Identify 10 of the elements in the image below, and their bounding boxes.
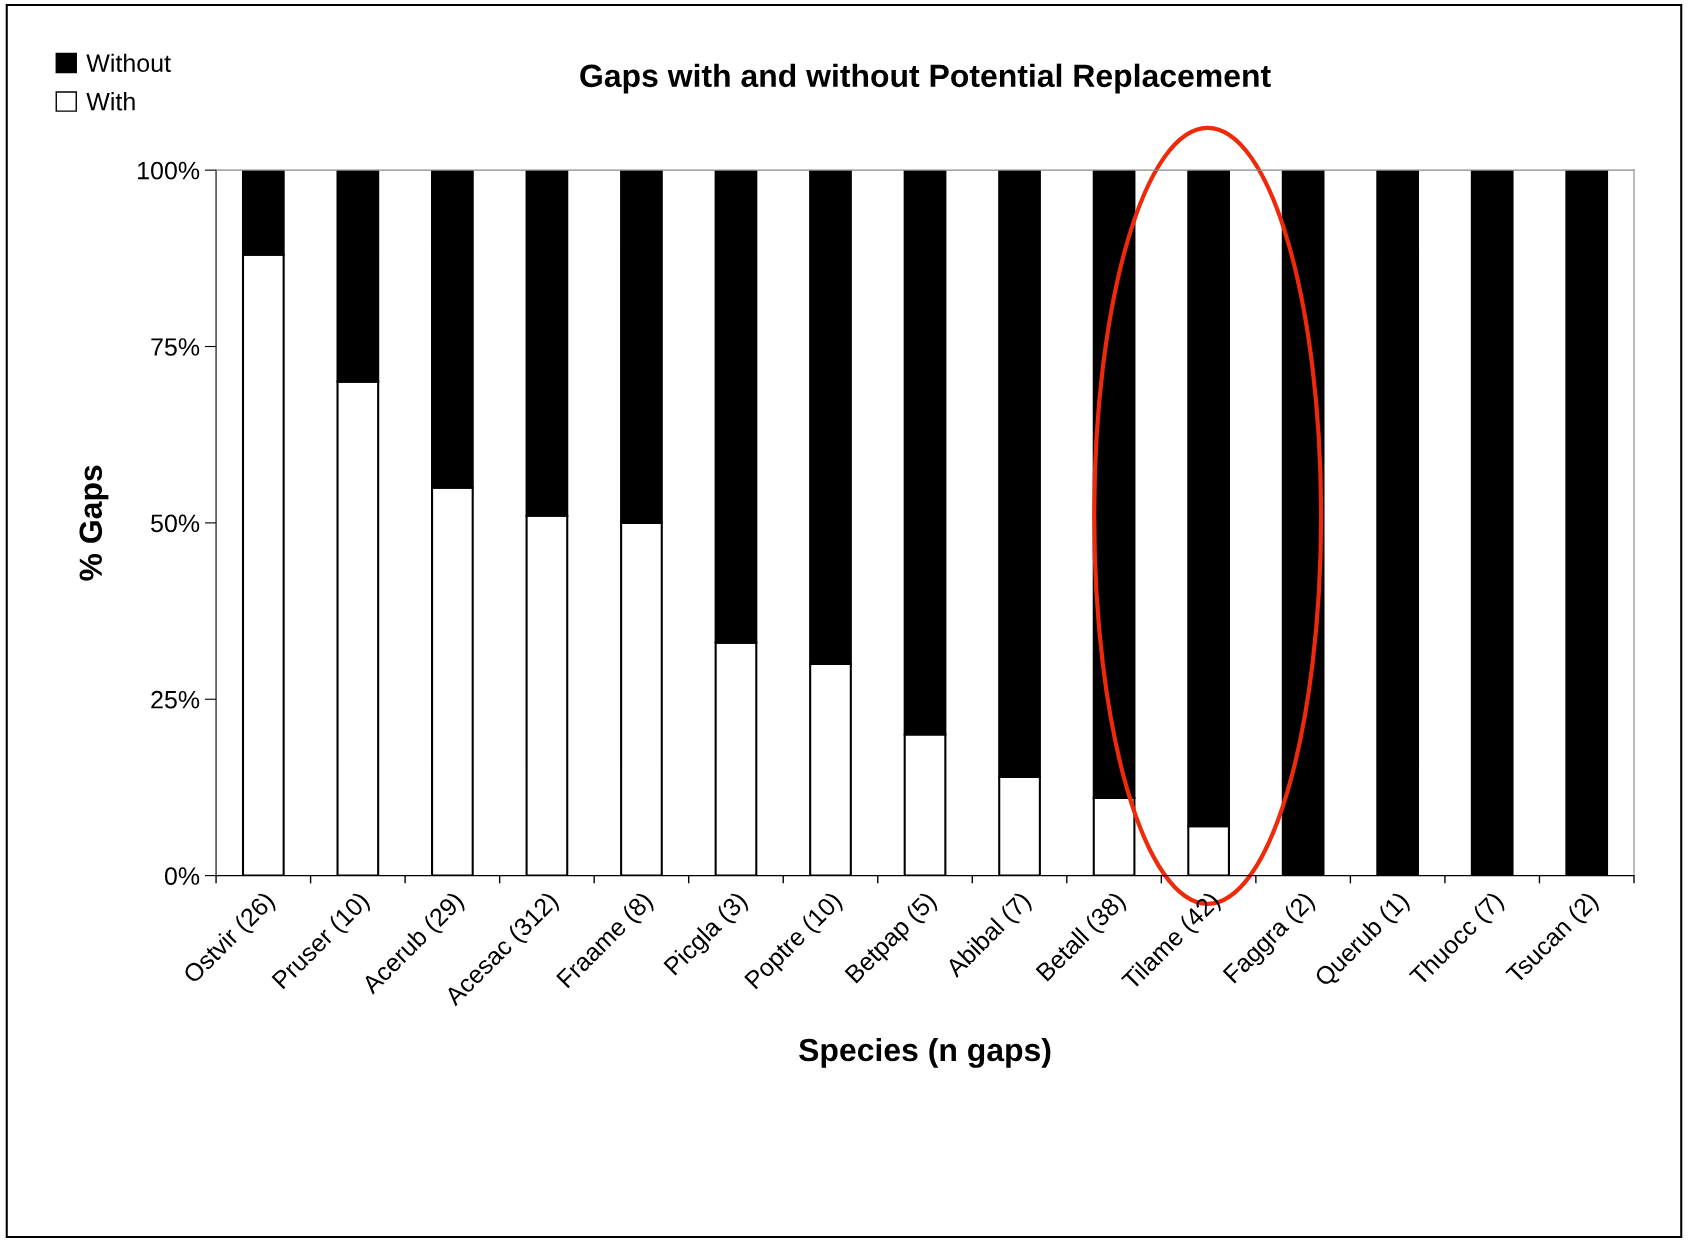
- y-tick-label: 0%: [164, 867, 200, 885]
- y-tick-label: 25%: [151, 690, 200, 709]
- y-tick-label: 50%: [151, 514, 200, 533]
- y-axis-title: % Gaps: [79, 465, 109, 581]
- legend-label: Without: [86, 53, 171, 73]
- chart-title: Gaps with and without Potential Replacement: [580, 63, 1271, 94]
- y-tick-label: 75%: [151, 338, 200, 356]
- y-tick-label: 100%: [138, 161, 200, 180]
- x-axis-title: Species (n gaps): [799, 1037, 1051, 1068]
- legend-label: With: [86, 92, 135, 111]
